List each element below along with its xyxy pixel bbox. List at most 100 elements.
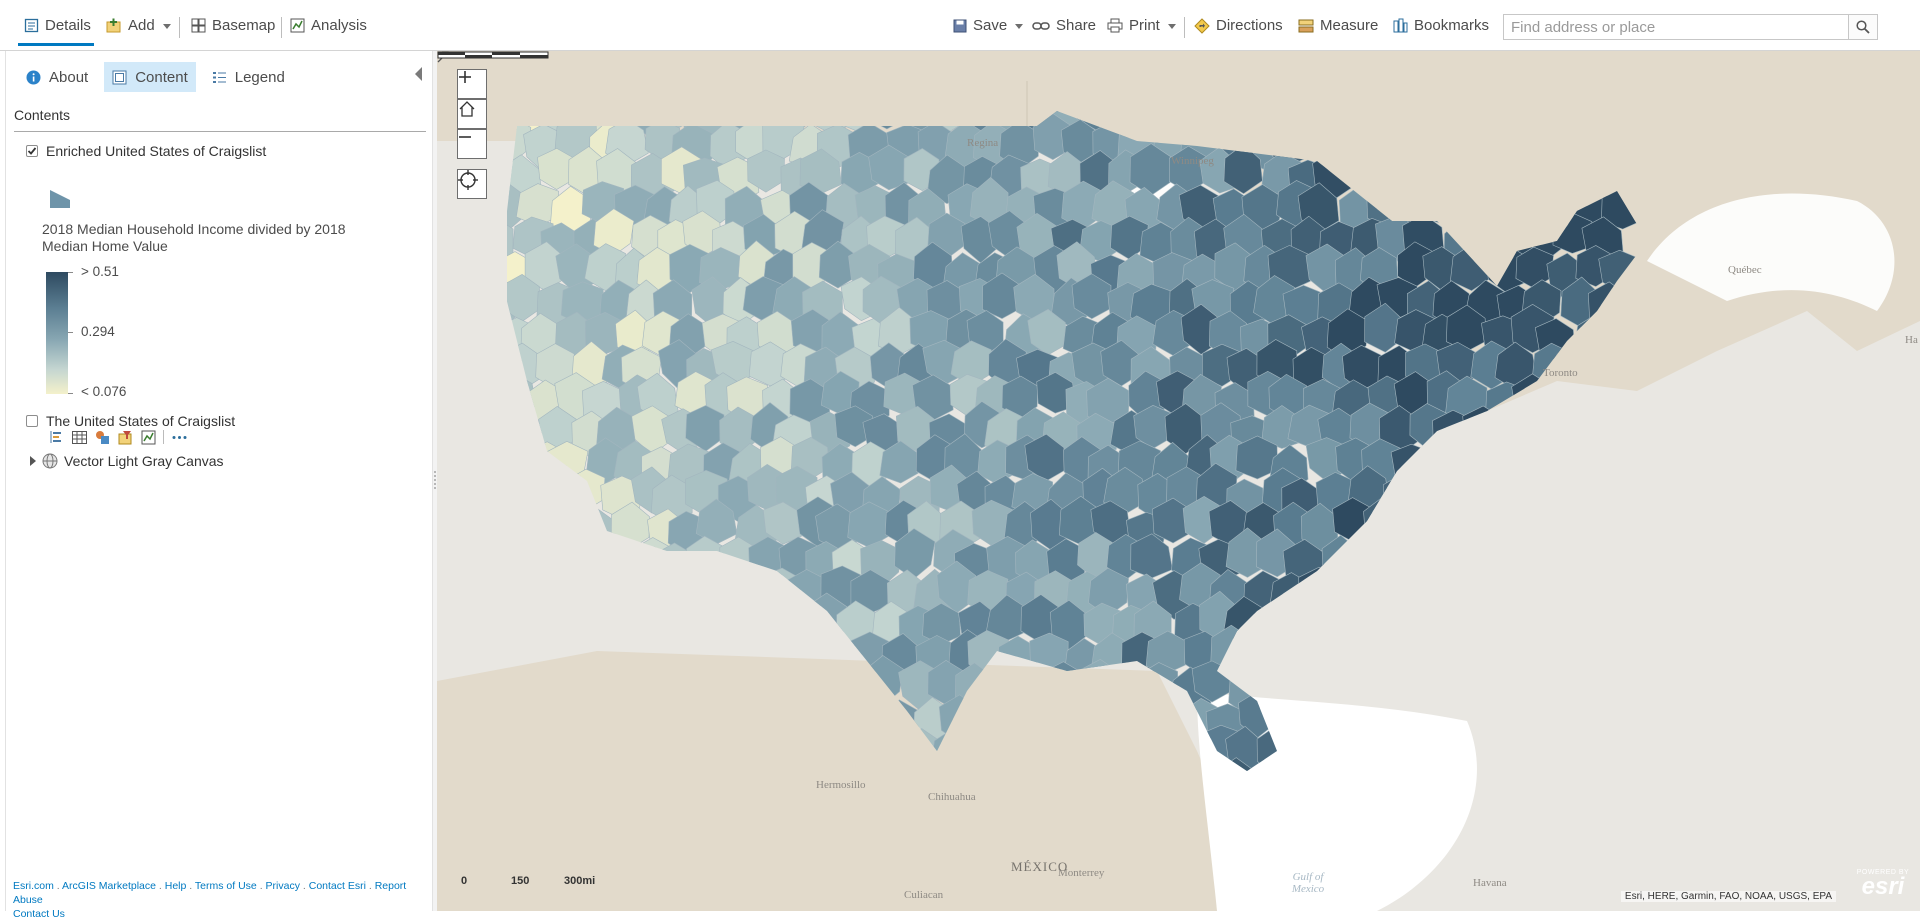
map-region-polygon[interactable] xyxy=(1352,538,1392,584)
map-region-polygon[interactable] xyxy=(1462,405,1503,453)
map-region-polygon[interactable] xyxy=(1349,600,1391,650)
map-region-polygon[interactable] xyxy=(1540,699,1584,743)
footer-link[interactable]: Privacy xyxy=(265,880,300,892)
map-region-polygon[interactable] xyxy=(1393,506,1437,552)
map-region-polygon[interactable] xyxy=(1604,632,1644,681)
map-region-polygon[interactable] xyxy=(666,572,709,618)
map-region-polygon[interactable] xyxy=(641,561,680,609)
map-region-polygon[interactable] xyxy=(1572,439,1612,484)
map-region-polygon[interactable] xyxy=(1588,537,1629,582)
map-region-polygon[interactable] xyxy=(1552,540,1594,586)
map-region-polygon[interactable] xyxy=(1572,697,1613,746)
map-region-polygon[interactable] xyxy=(503,597,545,647)
map-region-polygon[interactable] xyxy=(503,410,543,458)
map-region-polygon[interactable] xyxy=(1586,666,1624,718)
map-region-polygon[interactable] xyxy=(1511,441,1551,486)
basemap-layer-row[interactable]: Vector Light Gray Canvas xyxy=(30,453,224,469)
map-region-polygon[interactable] xyxy=(1409,663,1449,709)
map-region-polygon[interactable] xyxy=(1235,435,1279,480)
map-region-polygon[interactable] xyxy=(472,215,514,265)
map-region-polygon[interactable] xyxy=(539,540,578,585)
map-region-polygon[interactable] xyxy=(1480,628,1523,675)
map-region-polygon[interactable] xyxy=(1487,438,1530,485)
map-region-polygon[interactable] xyxy=(1455,500,1496,545)
map-region-polygon[interactable] xyxy=(1451,633,1490,682)
map-region-polygon[interactable] xyxy=(1601,757,1640,809)
map-region-polygon[interactable] xyxy=(1568,497,1611,547)
map-view[interactable]: Regina Winnipeg Québec Toronto Ha Hermos… xyxy=(437,51,1920,911)
map-region-polygon[interactable] xyxy=(1538,446,1577,491)
footer-link[interactable]: Contact Esri xyxy=(308,880,366,892)
map-region-polygon[interactable] xyxy=(1558,402,1602,448)
map-region-polygon[interactable] xyxy=(1437,666,1480,713)
map-region-polygon[interactable] xyxy=(1550,730,1594,779)
map-region-polygon[interactable] xyxy=(472,477,511,521)
map-region-polygon[interactable] xyxy=(1244,628,1283,676)
map-region-polygon[interactable] xyxy=(731,574,772,618)
map-region-polygon[interactable] xyxy=(1502,670,1541,716)
table-icon[interactable] xyxy=(71,429,87,445)
footer-link[interactable]: Report Abuse xyxy=(13,880,407,906)
map-region-polygon[interactable] xyxy=(611,562,654,614)
measure-button[interactable]: Measure xyxy=(1298,0,1378,51)
analysis-tool-icon[interactable] xyxy=(140,429,156,445)
map-region-polygon[interactable] xyxy=(577,508,616,557)
map-region-polygon[interactable] xyxy=(1346,667,1388,711)
map-region-polygon[interactable] xyxy=(532,472,574,522)
zoom-out-button[interactable] xyxy=(457,129,487,159)
map-region-polygon[interactable] xyxy=(1530,532,1572,580)
map-region-polygon[interactable] xyxy=(717,598,759,644)
bookmarks-button[interactable]: Bookmarks xyxy=(1393,0,1489,51)
map-region-polygon[interactable] xyxy=(654,542,692,587)
map-region-polygon[interactable] xyxy=(1467,666,1508,718)
layer-visibility-checkbox[interactable] xyxy=(26,145,38,157)
map-region-polygon[interactable] xyxy=(1325,571,1366,615)
map-region-polygon[interactable] xyxy=(1487,698,1528,747)
map-region-polygon[interactable] xyxy=(1464,537,1503,583)
map-region-polygon[interactable] xyxy=(1223,143,1263,195)
layer-name[interactable]: Enriched United States of Craigslist xyxy=(46,143,267,159)
map-region-polygon[interactable] xyxy=(1500,531,1540,579)
map-region-polygon[interactable] xyxy=(1600,568,1643,614)
directions-button[interactable]: Directions xyxy=(1194,0,1283,51)
map-region-polygon[interactable] xyxy=(1480,754,1522,804)
search-input[interactable] xyxy=(1504,15,1848,39)
filter-icon[interactable] xyxy=(117,429,133,445)
map-region-polygon[interactable] xyxy=(1494,468,1536,515)
map-region-polygon[interactable] xyxy=(479,341,522,390)
map-region-polygon[interactable] xyxy=(594,535,635,583)
map-region-polygon[interactable] xyxy=(1548,565,1589,609)
map-region-polygon[interactable] xyxy=(1485,564,1528,614)
map-region-polygon[interactable] xyxy=(1519,722,1561,769)
map-region-polygon[interactable] xyxy=(1507,632,1550,683)
map-region-polygon[interactable] xyxy=(501,466,542,514)
map-region-polygon[interactable] xyxy=(1287,601,1331,648)
map-region-polygon[interactable] xyxy=(1376,606,1419,650)
layer-row-enriched[interactable]: Enriched United States of Craigslist xyxy=(26,143,266,159)
map-region-polygon[interactable] xyxy=(633,537,672,586)
map-region-polygon[interactable] xyxy=(1489,414,1534,459)
map-region-polygon[interactable] xyxy=(570,529,612,577)
map-region-polygon[interactable] xyxy=(1587,599,1630,643)
map-region-polygon[interactable] xyxy=(1447,441,1486,489)
collapse-panel-icon[interactable] xyxy=(415,67,422,81)
map-region-polygon[interactable] xyxy=(834,405,873,448)
map-region-polygon[interactable] xyxy=(1430,602,1473,649)
tab-about[interactable]: About xyxy=(18,62,96,92)
map-region-polygon[interactable] xyxy=(1437,530,1482,578)
map-region-polygon[interactable] xyxy=(686,607,728,651)
map-region-polygon[interactable] xyxy=(747,149,785,193)
map-region-polygon[interactable] xyxy=(1509,691,1548,736)
map-region-polygon[interactable] xyxy=(1421,439,1464,491)
print-button[interactable]: Print xyxy=(1107,0,1176,51)
map-region-polygon[interactable] xyxy=(1516,506,1558,556)
locate-button[interactable] xyxy=(457,169,487,199)
map-region-polygon[interactable] xyxy=(1485,506,1526,552)
footer-link[interactable]: Terms of Use xyxy=(194,880,257,892)
more-options-icon[interactable] xyxy=(171,429,187,445)
splitter-grip-icon[interactable] xyxy=(432,470,438,490)
map-region-polygon[interactable] xyxy=(1543,634,1582,681)
map-region-polygon[interactable] xyxy=(1526,408,1567,454)
map-region-polygon[interactable] xyxy=(1410,595,1451,643)
footer-link[interactable]: ArcGIS Marketplace xyxy=(62,880,156,892)
